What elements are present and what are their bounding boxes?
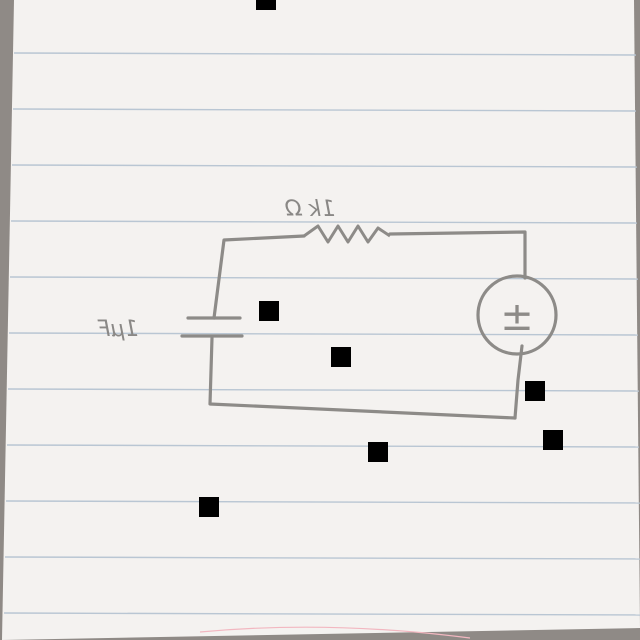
marker-7 <box>199 497 219 517</box>
wire-bottom <box>208 336 517 420</box>
resistor-label: 1k Ω <box>285 197 336 222</box>
marker-5 <box>543 430 563 450</box>
circuit-wires <box>208 230 527 420</box>
occlusion-markers <box>199 0 563 517</box>
marker-2 <box>259 301 279 321</box>
wire-right-lower <box>513 344 524 420</box>
marker-4 <box>525 381 545 401</box>
marker-1 <box>256 0 276 10</box>
source-symbol: ± <box>500 294 534 340</box>
marker-6 <box>368 442 388 462</box>
voltage-source <box>476 274 558 356</box>
resistor <box>303 224 391 244</box>
wire-top-right <box>388 230 527 280</box>
capacitor <box>180 316 244 338</box>
marker-3 <box>331 347 351 367</box>
capacitor-label: 1μF <box>97 317 138 342</box>
margin-line <box>199 626 471 639</box>
wire-top-left <box>212 234 306 320</box>
